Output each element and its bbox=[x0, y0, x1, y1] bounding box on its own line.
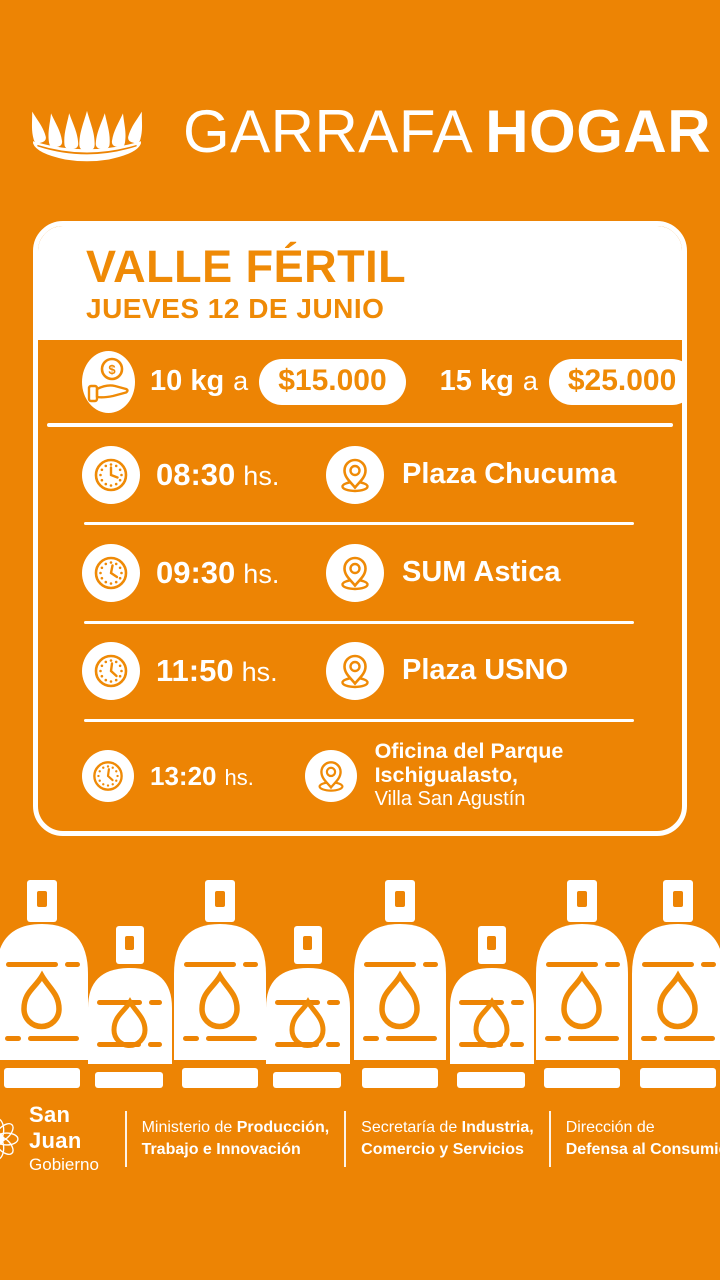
card-date: JUEVES 12 DE JUNIO bbox=[86, 293, 385, 325]
schedule-card: VALLE FÉRTIL JUEVES 12 DE JUNIO $ 10 kg … bbox=[33, 221, 687, 836]
map-pin-icon bbox=[326, 543, 384, 602]
schedule-location: SUM Astica bbox=[402, 555, 561, 588]
price-row: $ 10 kg a $15.000 15 kg a $25.000 bbox=[38, 340, 682, 423]
footer-ministry: Ministerio de Producción, Trabajo e Inno… bbox=[142, 1117, 330, 1161]
footer: San Juan Gobierno Ministerio de Producci… bbox=[0, 1102, 720, 1175]
hand-coin-icon: $ bbox=[82, 350, 135, 413]
brand-wordmark: GARRAFA HOGAR bbox=[183, 97, 711, 166]
footer-direction: Dirección de Defensa al Consumidor bbox=[566, 1117, 720, 1161]
card-title: VALLE FÉRTIL bbox=[86, 241, 407, 292]
divider bbox=[84, 620, 634, 624]
time-suffix: hs. bbox=[224, 764, 254, 790]
san-juan-rosette-icon bbox=[0, 1118, 19, 1159]
divider bbox=[84, 522, 634, 526]
footer-divider bbox=[548, 1110, 551, 1167]
ministry-strong2: Trabajo e Innovación bbox=[141, 1140, 301, 1158]
secretariat-prefix: Secretaría de bbox=[361, 1118, 462, 1136]
schedule-sublocation: Villa San Agustín bbox=[374, 788, 526, 811]
clock-icon bbox=[82, 543, 140, 602]
price-connector-2: a bbox=[522, 366, 538, 397]
svg-text:$: $ bbox=[108, 362, 116, 377]
direction-prefix: Dirección de bbox=[565, 1118, 655, 1136]
schedule-location: Plaza USNO bbox=[402, 654, 568, 687]
direction-strong2: Defensa al Consumidor bbox=[565, 1140, 720, 1158]
brand-second: HOGAR bbox=[485, 97, 712, 165]
footer-secretariat: Secretaría de Industria, Comercio y Serv… bbox=[361, 1117, 534, 1161]
time-suffix: hs. bbox=[241, 657, 278, 688]
schedule-time: 11:50 bbox=[156, 653, 234, 689]
price-value-1: $15.000 bbox=[259, 358, 406, 405]
time-suffix: hs. bbox=[243, 558, 280, 589]
clock-icon bbox=[82, 445, 140, 504]
price-weight-2: 15 kg bbox=[439, 365, 514, 398]
schedule-time: 08:30 bbox=[156, 456, 236, 492]
clock-icon bbox=[82, 642, 140, 701]
gov-name: San Juan bbox=[29, 1102, 82, 1153]
card-header: VALLE FÉRTIL JUEVES 12 DE JUNIO bbox=[38, 226, 682, 341]
government-logo: San Juan Gobierno bbox=[0, 1102, 110, 1175]
secretariat-strong2: Comercio y Servicios bbox=[361, 1140, 524, 1158]
map-pin-icon bbox=[326, 642, 384, 701]
schedule-location: Plaza Chucuma bbox=[402, 457, 617, 490]
schedule-row: 11:50 hs. Plaza USNO bbox=[38, 624, 682, 719]
gas-cylinders-illustration bbox=[0, 878, 720, 1090]
schedule-row: 08:30 hs. Plaza Chucuma bbox=[38, 427, 682, 522]
brand-header: GARRAFA HOGAR bbox=[0, 96, 720, 166]
ministry-prefix: Ministerio de bbox=[141, 1118, 237, 1136]
price-connector-1: a bbox=[233, 366, 249, 397]
schedule-row: 09:30 hs. SUM Astica bbox=[38, 525, 682, 620]
footer-divider bbox=[124, 1110, 127, 1167]
price-value-2: $25.000 bbox=[548, 358, 682, 405]
schedule-row: 13:20 hs. Oficina del Parque Ischigualast… bbox=[38, 722, 682, 831]
time-suffix: hs. bbox=[243, 460, 280, 491]
divider bbox=[84, 718, 634, 722]
schedule-time: 13:20 bbox=[150, 760, 217, 791]
secretariat-strong1: Industria, bbox=[461, 1118, 534, 1136]
map-pin-icon bbox=[304, 750, 357, 803]
schedule-time: 09:30 bbox=[156, 554, 236, 590]
footer-divider bbox=[344, 1110, 347, 1167]
gov-sub: Gobierno bbox=[29, 1155, 99, 1174]
divider bbox=[47, 423, 673, 428]
burner-crown-icon bbox=[26, 109, 148, 162]
brand-first: GARRAFA bbox=[182, 97, 474, 165]
clock-icon bbox=[82, 750, 134, 803]
ministry-strong1: Producción, bbox=[236, 1118, 330, 1136]
map-pin-icon bbox=[326, 445, 384, 504]
price-weight-1: 10 kg bbox=[150, 365, 225, 398]
schedule-location: Oficina del Parque Ischigualasto, bbox=[374, 739, 564, 787]
